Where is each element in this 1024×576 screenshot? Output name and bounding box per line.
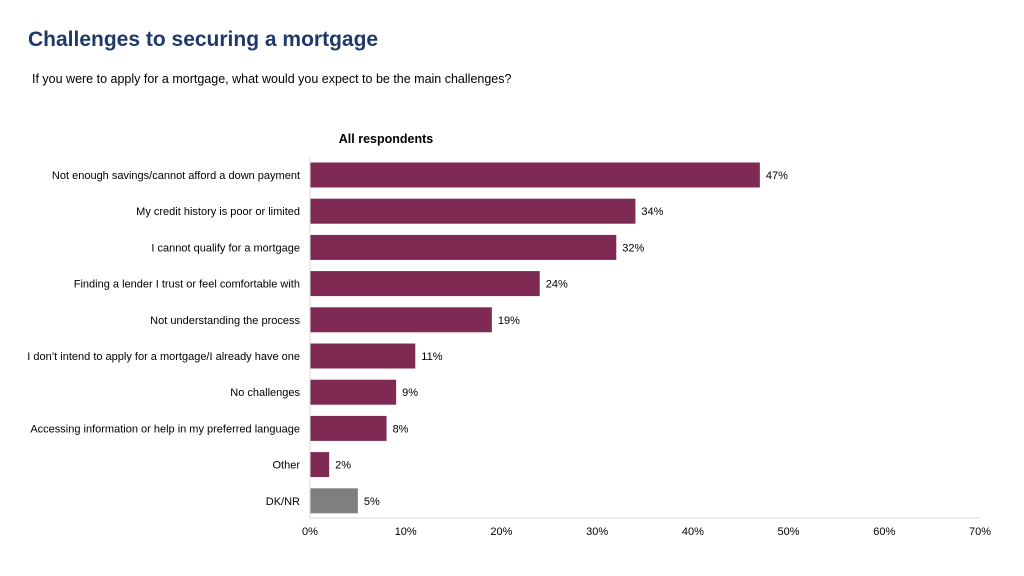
data-label: 9%: [402, 387, 418, 399]
bar: [310, 343, 416, 369]
category-label: No challenges: [230, 387, 300, 399]
bar: [310, 452, 330, 478]
bars-group: Not enough savings/cannot afford a down …: [27, 162, 788, 514]
data-label: 32%: [622, 242, 644, 254]
data-label: 47%: [766, 170, 788, 182]
bar: [310, 234, 617, 260]
x-tick-label: 20%: [490, 526, 512, 538]
category-label: DK/NR: [266, 496, 300, 508]
x-tick-label: 10%: [395, 526, 417, 538]
bar: [310, 488, 358, 514]
bar: [310, 162, 760, 188]
data-label: 5%: [364, 496, 380, 508]
chart-title: All respondents: [339, 132, 434, 146]
bar: [310, 415, 387, 441]
x-tick-label: 60%: [873, 526, 895, 538]
bar: [310, 198, 636, 224]
category-label: Accessing information or help in my pref…: [30, 423, 300, 435]
x-tick-label: 40%: [682, 526, 704, 538]
category-label: Not understanding the process: [150, 315, 300, 327]
x-tick-label: 30%: [586, 526, 608, 538]
x-tick-label: 50%: [778, 526, 800, 538]
data-label: 2%: [335, 460, 351, 472]
x-axis: 0% 10% 20% 30% 40% 50% 60% 70%: [302, 156, 991, 538]
x-tick-label: 0%: [302, 526, 318, 538]
survey-question: If you were to apply for a mortgage, wha…: [32, 72, 512, 86]
category-label: Finding a lender I trust or feel comfort…: [74, 279, 300, 291]
category-label: Not enough savings/cannot afford a down …: [52, 170, 300, 182]
data-label: 34%: [641, 206, 663, 218]
category-label: Other: [272, 460, 300, 472]
bar: [310, 271, 540, 297]
bar: [310, 307, 492, 333]
data-label: 11%: [421, 351, 442, 363]
x-tick-label: 70%: [969, 526, 991, 538]
data-label: 19%: [498, 315, 520, 327]
data-label: 24%: [546, 279, 568, 291]
bar: [310, 379, 397, 405]
page-title: Challenges to securing a mortgage: [28, 28, 379, 51]
category-label: I don’t intend to apply for a mortgage/I…: [27, 351, 300, 363]
category-label: My credit history is poor or limited: [136, 206, 300, 218]
category-label: I cannot qualify for a mortgage: [151, 242, 300, 254]
data-label: 8%: [393, 423, 409, 435]
